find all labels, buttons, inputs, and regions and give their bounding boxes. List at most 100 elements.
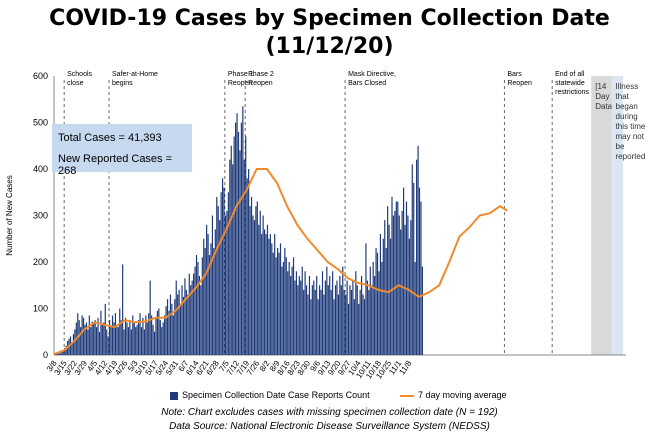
event-marker-label: restrictions xyxy=(555,89,589,96)
case-bar xyxy=(281,266,283,355)
case-bar xyxy=(240,122,242,355)
case-bar xyxy=(394,210,396,355)
event-marker-label: Reopen xyxy=(507,80,532,87)
case-bar xyxy=(235,122,237,355)
case-bar xyxy=(284,248,286,355)
case-bar xyxy=(313,280,315,355)
case-bar xyxy=(421,266,424,355)
case-bar xyxy=(282,262,284,355)
case-bar xyxy=(304,271,306,355)
case-bar xyxy=(358,303,360,355)
case-bar xyxy=(130,329,132,355)
event-marker-label: Mask Directive, xyxy=(348,71,396,78)
event-marker-label: Bars xyxy=(507,71,522,78)
case-bar xyxy=(392,215,395,355)
new-reported-cases-label: New Reported Cases = 268 xyxy=(58,153,173,177)
case-bar xyxy=(250,196,253,355)
case-bar xyxy=(188,273,190,355)
shaded-region-label: Illness xyxy=(616,82,639,91)
case-bar xyxy=(252,215,254,355)
shaded-region-label: that xyxy=(616,92,630,101)
case-bar xyxy=(158,308,160,355)
case-bar xyxy=(239,150,241,355)
case-bar xyxy=(59,353,61,355)
case-bar xyxy=(166,299,169,355)
case-bar xyxy=(145,315,147,355)
case-bar xyxy=(151,315,153,355)
case-bar xyxy=(71,341,73,355)
case-bar xyxy=(185,289,187,355)
summary-box: Total Cases = 41,393 New Reported Cases … xyxy=(52,124,192,177)
case-bar xyxy=(410,220,412,355)
case-bar xyxy=(385,248,387,355)
case-bar xyxy=(268,238,270,355)
case-bar xyxy=(211,215,214,355)
case-bar xyxy=(414,262,416,355)
case-bar xyxy=(262,215,264,355)
case-bar xyxy=(97,317,99,355)
case-bar xyxy=(379,234,382,355)
case-bar xyxy=(356,285,358,355)
case-bar xyxy=(272,252,274,355)
case-bar xyxy=(381,262,383,355)
case-bar xyxy=(388,224,390,355)
case-bar xyxy=(224,215,227,355)
case-bar xyxy=(95,327,98,355)
case-bar xyxy=(123,329,125,355)
case-bar xyxy=(298,275,300,355)
case-bar xyxy=(124,317,127,355)
case-bar xyxy=(85,322,88,355)
case-bar xyxy=(384,220,386,355)
case-bar xyxy=(62,350,64,355)
case-bar xyxy=(216,196,218,355)
shaded-region-label: Day xyxy=(595,92,609,101)
case-bar xyxy=(169,294,172,355)
case-bar xyxy=(413,182,415,355)
case-bar xyxy=(372,262,374,355)
case-bar xyxy=(265,234,267,355)
case-bar xyxy=(190,285,192,355)
case-bar xyxy=(82,317,85,355)
event-marker-label: Schools xyxy=(67,71,92,78)
case-bar xyxy=(174,299,176,355)
case-bar xyxy=(288,262,290,355)
case-bar xyxy=(374,275,376,355)
case-bar xyxy=(195,255,198,355)
case-bar xyxy=(227,192,229,355)
case-bar xyxy=(226,210,228,355)
case-bar xyxy=(316,275,318,355)
case-bar xyxy=(259,210,261,355)
case-bar xyxy=(362,294,364,355)
case-bar xyxy=(210,243,212,355)
case-bar xyxy=(404,224,406,355)
case-bar xyxy=(103,322,105,355)
case-bar xyxy=(395,201,397,355)
case-bar xyxy=(177,294,179,355)
case-bar xyxy=(243,159,245,355)
event-marker-label: Phase 1 xyxy=(228,71,254,78)
case-bar xyxy=(258,224,260,355)
case-bar xyxy=(171,303,173,355)
case-bar xyxy=(93,323,95,355)
case-bar xyxy=(347,303,350,355)
case-bar xyxy=(78,320,80,355)
case-bar xyxy=(136,324,138,355)
case-bar xyxy=(179,303,182,355)
case-bar xyxy=(187,294,189,355)
case-bar xyxy=(287,271,289,355)
case-bar xyxy=(271,243,273,355)
case-bar xyxy=(94,320,96,355)
case-bar xyxy=(156,310,159,355)
case-bar xyxy=(229,159,231,355)
case-bar xyxy=(197,262,199,355)
case-bar xyxy=(275,257,277,355)
case-bar xyxy=(120,320,122,355)
case-bar xyxy=(159,320,161,355)
shaded-region xyxy=(611,76,624,355)
case-bar xyxy=(329,275,331,355)
case-bar xyxy=(127,327,130,355)
case-bar xyxy=(90,327,92,355)
case-bar xyxy=(402,187,405,355)
case-bar xyxy=(193,273,195,355)
case-bar xyxy=(353,299,355,355)
